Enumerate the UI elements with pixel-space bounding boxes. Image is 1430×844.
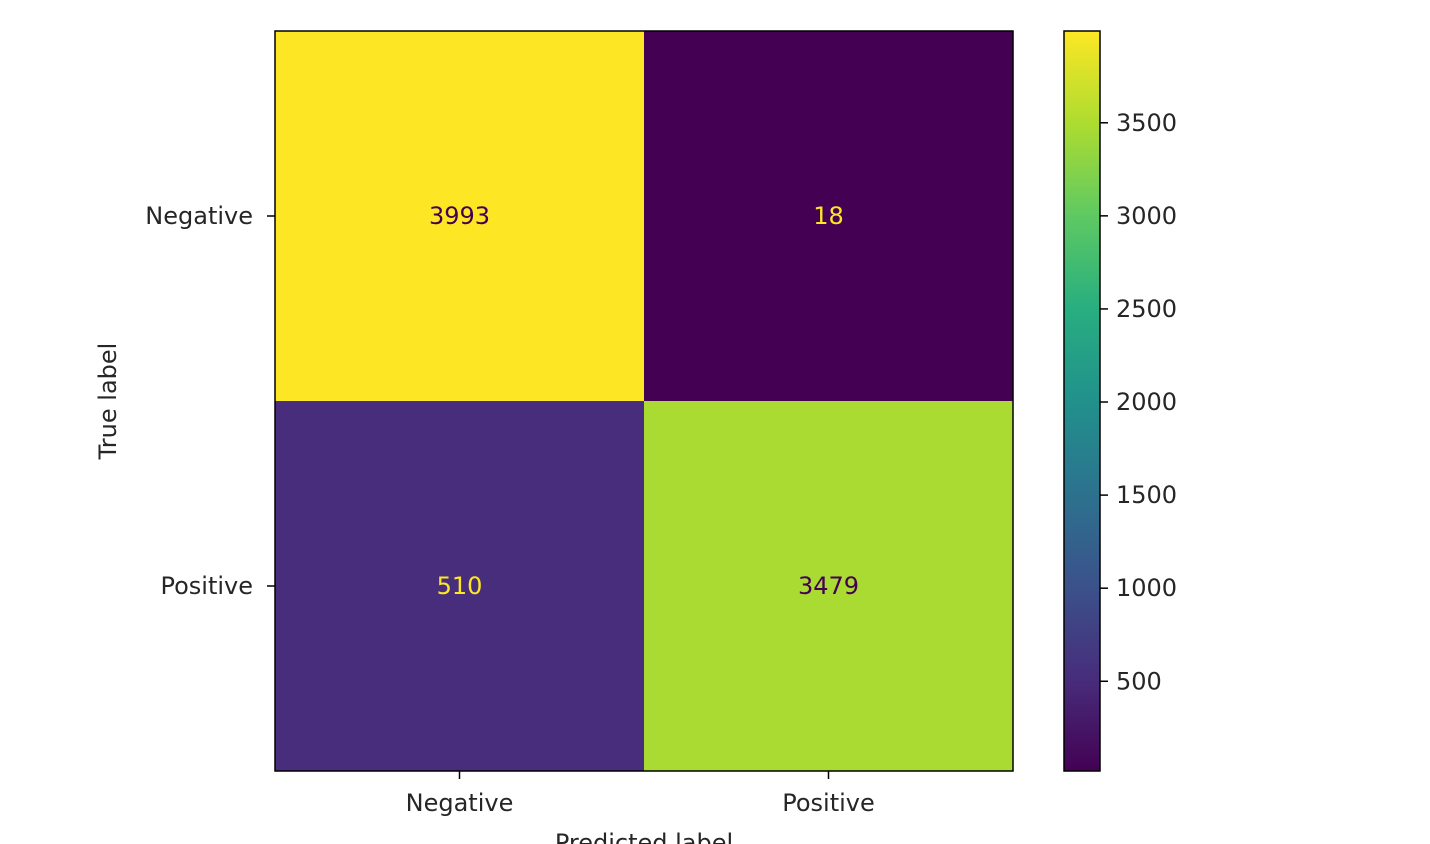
- colorbar-tick-label: 1500: [1116, 481, 1177, 509]
- colorbar-frame: [1063, 30, 1101, 772]
- y-tick-label: Negative: [145, 202, 253, 230]
- colorbar-ticks: 500 1000 1500 2000 2500 3000 3500: [1100, 109, 1177, 695]
- cell-value-label: 510: [437, 572, 483, 600]
- axis-ticks: Negative Positive Negative Positive: [145, 202, 874, 817]
- colorbar-tick-label: 2000: [1116, 388, 1177, 416]
- y-tick-label: Positive: [160, 572, 253, 600]
- colorbar-tick-label: 3500: [1116, 109, 1177, 137]
- colorbar-tick-label: 500: [1116, 667, 1162, 695]
- heatmap-cells: 3993 18 510 3479: [275, 31, 1013, 771]
- heatmap-cell: [644, 31, 1013, 401]
- colorbar: [1064, 31, 1100, 771]
- cell-value-label: 3993: [429, 202, 490, 230]
- plot-frame: [274, 30, 1014, 772]
- cell-value-label: 3479: [798, 572, 859, 600]
- x-axis-title: Predicted label: [555, 829, 733, 844]
- colorbar-tick-label: 2500: [1116, 295, 1177, 323]
- heatmap-cell: [275, 31, 644, 401]
- x-tick-label: Positive: [782, 789, 875, 817]
- colorbar-tick-label: 3000: [1116, 202, 1177, 230]
- colorbar-tick-label: 1000: [1116, 574, 1177, 602]
- heatmap-cell: [275, 401, 644, 771]
- heatmap-cell: [644, 401, 1013, 771]
- x-tick-label: Negative: [406, 789, 514, 817]
- y-axis-title: True label: [94, 343, 122, 461]
- cell-value-label: 18: [813, 202, 844, 230]
